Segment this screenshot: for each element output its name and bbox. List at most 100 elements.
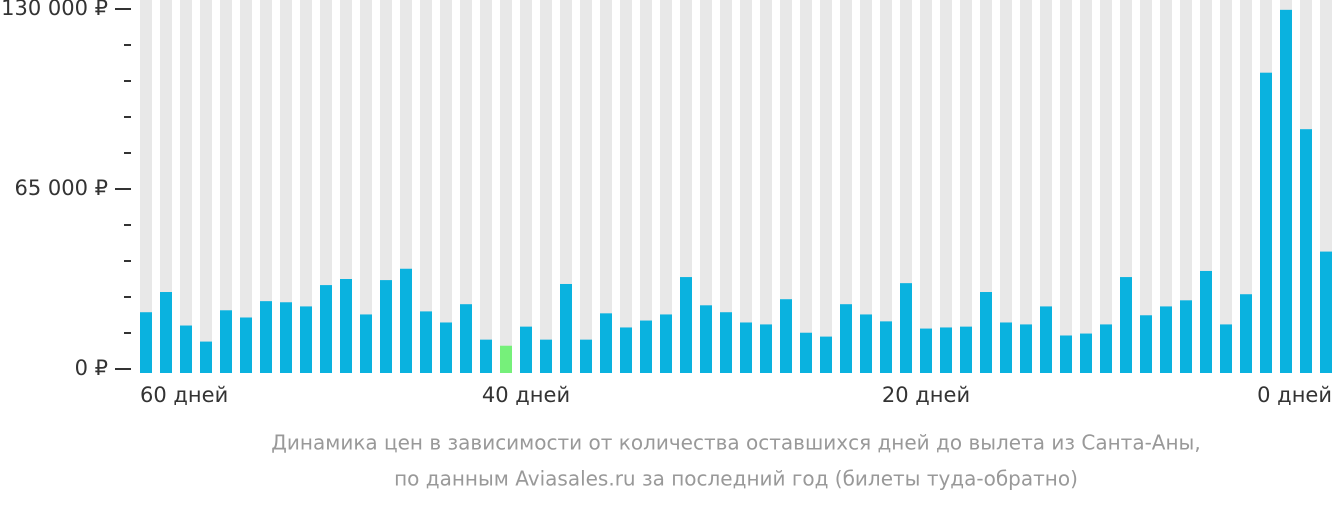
bar — [500, 345, 512, 373]
bar — [980, 292, 992, 373]
x-tick-label: 20 дней — [882, 383, 970, 407]
bar-background — [760, 0, 772, 373]
bar-background — [440, 0, 452, 373]
bar-background — [780, 0, 792, 373]
bar — [1160, 306, 1172, 373]
bar — [760, 324, 772, 373]
bar-background — [1080, 0, 1092, 373]
bar-background — [1040, 0, 1052, 373]
bar-background — [260, 0, 272, 373]
bar-background — [520, 0, 532, 373]
bar-background — [1220, 0, 1232, 373]
bar-background — [1140, 0, 1152, 373]
bar-background — [960, 0, 972, 373]
bar-background — [1100, 0, 1112, 373]
bar — [1140, 315, 1152, 373]
bar — [260, 301, 272, 373]
bar — [660, 314, 672, 373]
bar-background — [1000, 0, 1012, 373]
bar-background — [1160, 0, 1172, 373]
bar — [440, 322, 452, 373]
bar-background — [320, 0, 332, 373]
bar-background — [140, 0, 152, 373]
bar-background — [1020, 0, 1032, 373]
caption: по данным Aviasales.ru за последний год … — [394, 467, 1078, 491]
bar — [1060, 335, 1072, 373]
bar-background — [280, 0, 292, 373]
bar-background — [580, 0, 592, 373]
bar — [1280, 9, 1292, 373]
bar — [280, 302, 292, 373]
bar-background — [500, 0, 512, 373]
bar — [720, 312, 732, 373]
bar-background — [640, 0, 652, 373]
bar-background — [620, 0, 632, 373]
bar — [960, 326, 972, 373]
bar — [740, 322, 752, 373]
bar — [1300, 129, 1312, 373]
bar — [880, 321, 892, 373]
bar-background — [840, 0, 852, 373]
bar — [240, 317, 252, 373]
bar — [640, 320, 652, 373]
bar-background — [700, 0, 712, 373]
bar — [600, 313, 612, 373]
bar-background — [200, 0, 212, 373]
bar-background — [600, 0, 612, 373]
bar-background — [300, 0, 312, 373]
bar — [1180, 300, 1192, 373]
bar — [1020, 324, 1032, 373]
bar-background — [560, 0, 572, 373]
bar — [340, 279, 352, 373]
bar — [1240, 294, 1252, 373]
bar-background — [920, 0, 932, 373]
bar — [1000, 322, 1012, 373]
caption: Динамика цен в зависимости от количества… — [271, 431, 1200, 455]
bar-background — [540, 0, 552, 373]
bar-background — [480, 0, 492, 373]
bar — [320, 285, 332, 373]
bar — [900, 283, 912, 373]
bar — [1220, 324, 1232, 373]
bar-background — [820, 0, 832, 373]
bar-background — [720, 0, 732, 373]
bar-background — [380, 0, 392, 373]
bar — [700, 305, 712, 373]
x-tick-label: 40 дней — [482, 383, 570, 407]
bar — [300, 306, 312, 373]
bar — [560, 283, 572, 373]
bar — [780, 299, 792, 373]
bar — [540, 339, 552, 373]
x-tick-label: 60 дней — [140, 383, 228, 407]
bar — [680, 277, 692, 373]
bar — [1040, 306, 1052, 373]
bar — [200, 341, 212, 373]
bar — [940, 327, 952, 373]
bar — [400, 268, 412, 373]
bar-background — [900, 0, 912, 373]
bar — [520, 326, 532, 373]
bar — [920, 328, 932, 373]
bar — [1120, 277, 1132, 373]
bar-background — [1060, 0, 1072, 373]
bar-background — [800, 0, 812, 373]
bar — [420, 311, 432, 373]
bar — [1200, 270, 1212, 373]
bar-background — [940, 0, 952, 373]
y-tick-label: 0 ₽ — [75, 356, 108, 380]
bar-background — [860, 0, 872, 373]
bar — [840, 304, 852, 373]
bar-background — [420, 0, 432, 373]
bar — [140, 312, 152, 373]
bar — [620, 327, 632, 373]
bar — [1100, 324, 1112, 373]
bar — [360, 314, 372, 373]
x-tick-label: 0 дней — [1257, 383, 1332, 407]
bar-background — [660, 0, 672, 373]
y-tick-label: 65 000 ₽ — [14, 176, 108, 200]
bar — [1320, 251, 1332, 373]
bar-background — [1180, 0, 1192, 373]
bar — [220, 310, 232, 373]
bar-background — [220, 0, 232, 373]
y-tick-label: 130 000 ₽ — [1, 0, 108, 20]
